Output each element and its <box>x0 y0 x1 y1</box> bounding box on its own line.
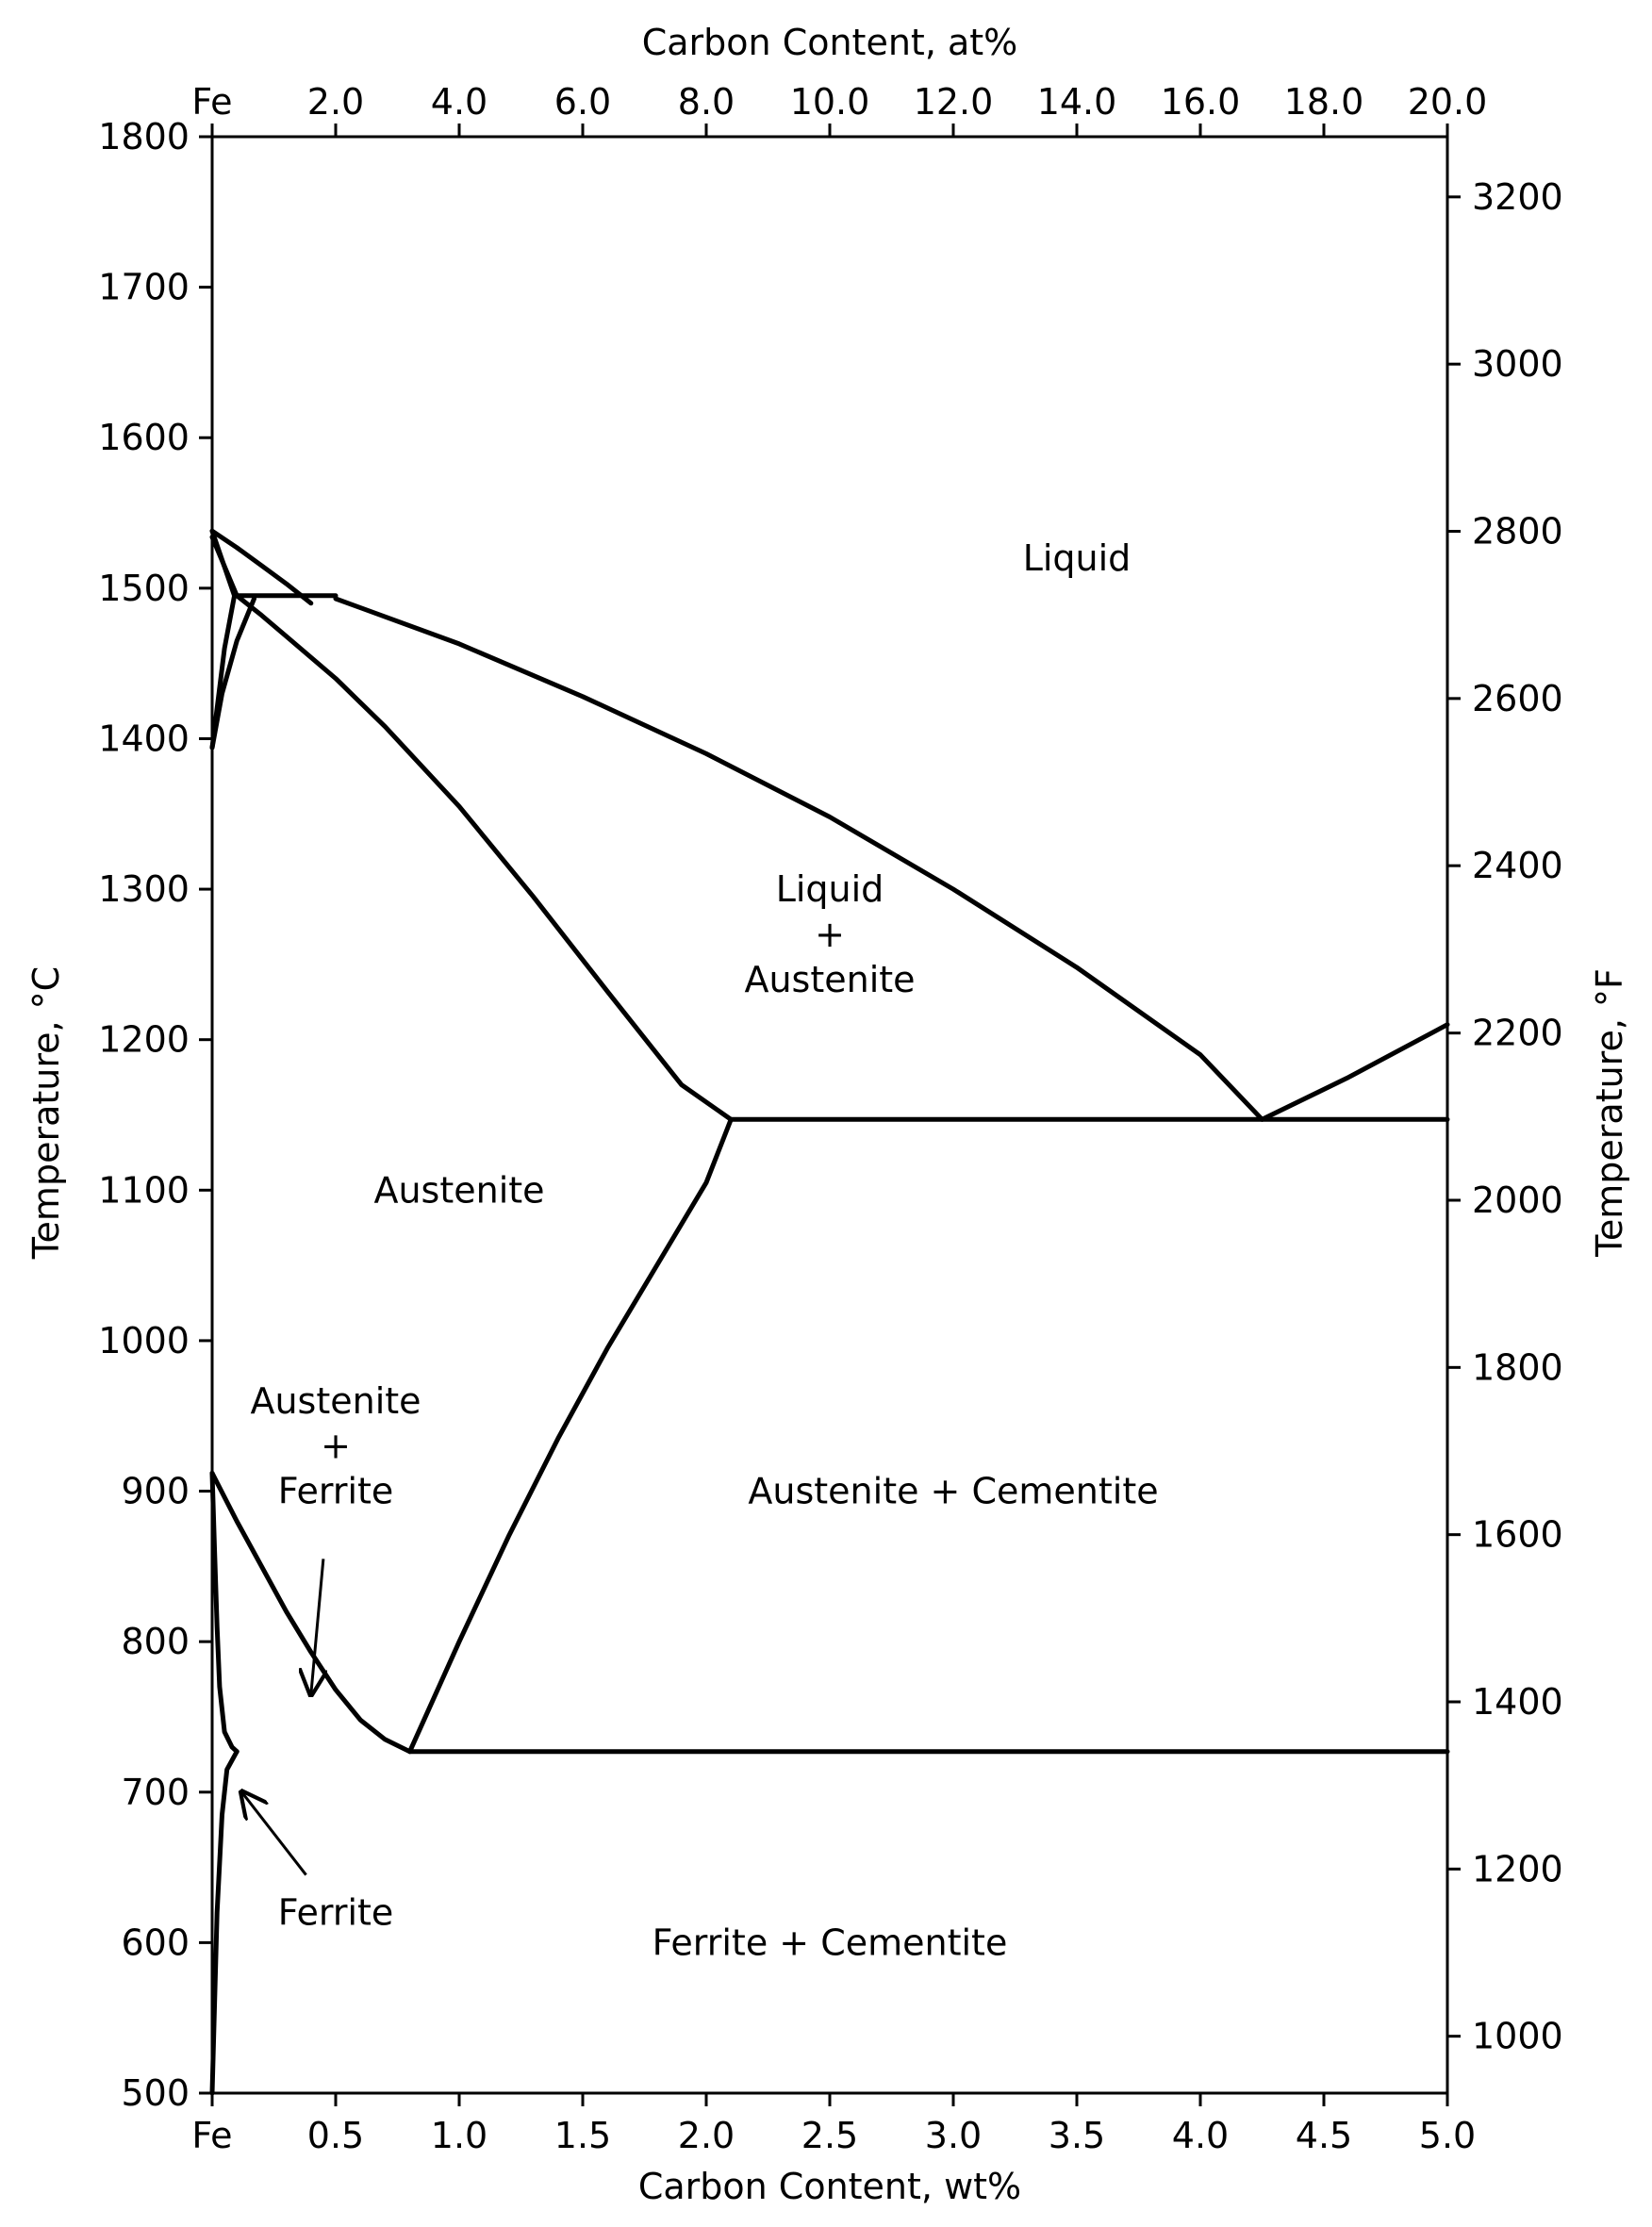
y-right-tick-label: 2000 <box>1472 1179 1563 1221</box>
plot-frame <box>210 135 1449 2095</box>
x-tick-label: Fe <box>191 2115 232 2156</box>
y-right-tick-label: 2600 <box>1472 678 1563 719</box>
x-top-tick-label: 10.0 <box>790 81 870 123</box>
x-top-tick-label: 18.0 <box>1284 81 1364 123</box>
y-tick-label: 900 <box>121 1471 190 1512</box>
x-top-tick-label: 14.0 <box>1037 81 1117 123</box>
x-top-tick-label: 12.0 <box>914 81 994 123</box>
x-top-tick-label: 16.0 <box>1161 81 1241 123</box>
x-tick-label: 2.5 <box>801 2115 858 2156</box>
phase-boundary-1 <box>209 535 734 1122</box>
x-tick-label: 5.0 <box>1419 2115 1476 2156</box>
phase-boundary-6 <box>209 528 314 606</box>
y-right-tick-label: 3200 <box>1472 176 1563 218</box>
region-label: Austenite <box>373 1169 544 1211</box>
y-right-tick-label: 1800 <box>1472 1346 1563 1388</box>
region-label: Austenite <box>250 1380 421 1422</box>
x-top-tick-label: Fe <box>191 81 232 123</box>
x-tick-label: 4.5 <box>1296 2115 1352 2156</box>
phase-boundary-14 <box>209 1749 240 2096</box>
x-top-tick-label: 4.0 <box>431 81 487 123</box>
y-tick-label: 1400 <box>98 718 190 759</box>
axis-ticks: Fe 0.5 1.0 1.5 2.0 2.5 3.0 3.5 4.0 4.5 5.0 Fe 2.0 4.0… <box>98 81 1562 2156</box>
y-tick-label: 600 <box>121 1922 190 1963</box>
region-label: Ferrite + Cementite <box>653 1922 1008 1963</box>
phase-boundary-11 <box>209 1470 413 1755</box>
y-right-tick-label: 3000 <box>1472 343 1563 385</box>
region-label: Austenite <box>744 959 915 1000</box>
y-right-tick-label: 2200 <box>1472 1013 1563 1054</box>
phase-boundaries <box>209 528 1450 2096</box>
y-tick-label: 1700 <box>98 267 190 308</box>
annotation-arrow-2 <box>241 1792 307 1876</box>
x-top-tick-label: 8.0 <box>678 81 735 123</box>
arrows <box>241 1559 323 1876</box>
y-right-tick-label: 2800 <box>1472 511 1563 553</box>
y-right-tick-label: 1200 <box>1472 1848 1563 1889</box>
x-top-tick-label: 2.0 <box>307 81 364 123</box>
x-tick-label: 1.5 <box>554 2115 611 2156</box>
x-tick-label: 4.0 <box>1172 2115 1229 2156</box>
region-label: Ferrite <box>278 1471 394 1512</box>
y-tick-label: 1800 <box>98 116 190 157</box>
y-tick-label: 1500 <box>98 568 190 609</box>
phase-boundary-3 <box>1260 1022 1450 1122</box>
y-axis-label: Temperature, °C <box>25 966 67 1260</box>
y-axis-right-label: Temperature, °F <box>1589 968 1630 1258</box>
y-tick-label: 1600 <box>98 417 190 458</box>
region-label: Austenite + Cementite <box>748 1471 1158 1512</box>
x-tick-label: 3.0 <box>925 2115 982 2156</box>
phase-boundary-12 <box>407 1116 734 1755</box>
x-top-tick-label: 6.0 <box>554 81 611 123</box>
y-right-tick-label: 2400 <box>1472 845 1563 886</box>
y-right-tick-label: 1600 <box>1472 1514 1563 1556</box>
x-tick-label: 3.5 <box>1049 2115 1105 2156</box>
x-axis-label: Carbon Content, wt% <box>638 2166 1021 2207</box>
phase-boundary-8 <box>209 528 238 599</box>
y-tick-label: 1100 <box>98 1169 190 1211</box>
annotation-arrow-1 <box>311 1559 323 1694</box>
y-right-tick-label: 1000 <box>1472 2016 1563 2057</box>
x-top-tick-label: 20.0 <box>1408 81 1488 123</box>
phase-boundary-2 <box>333 596 1264 1122</box>
y-tick-label: 500 <box>121 2072 190 2114</box>
region-label: Liquid <box>776 868 884 910</box>
y-tick-label: 1300 <box>98 868 190 910</box>
x-tick-label: 1.0 <box>431 2115 487 2156</box>
phase-boundary-10 <box>209 596 256 751</box>
region-label: Ferrite <box>278 1891 394 1933</box>
y-tick-label: 1000 <box>98 1320 190 1361</box>
region-label: + <box>321 1426 351 1467</box>
y-tick-label: 800 <box>121 1621 190 1662</box>
x-tick-label: 0.5 <box>307 2115 364 2156</box>
x-tick-label: 2.0 <box>678 2115 735 2156</box>
region-label: Liquid <box>1023 537 1132 579</box>
region-label: + <box>815 914 845 955</box>
y-right-tick-label: 1400 <box>1472 1681 1563 1723</box>
region-labels: LiquidLiquid+AusteniteAusteniteAustenite… <box>250 537 1158 1963</box>
y-tick-label: 700 <box>121 1772 190 1813</box>
y-tick-label: 1200 <box>98 1019 190 1061</box>
x-axis-top-label: Carbon Content, at% <box>642 22 1018 63</box>
phase-boundary-13 <box>209 1470 240 1755</box>
